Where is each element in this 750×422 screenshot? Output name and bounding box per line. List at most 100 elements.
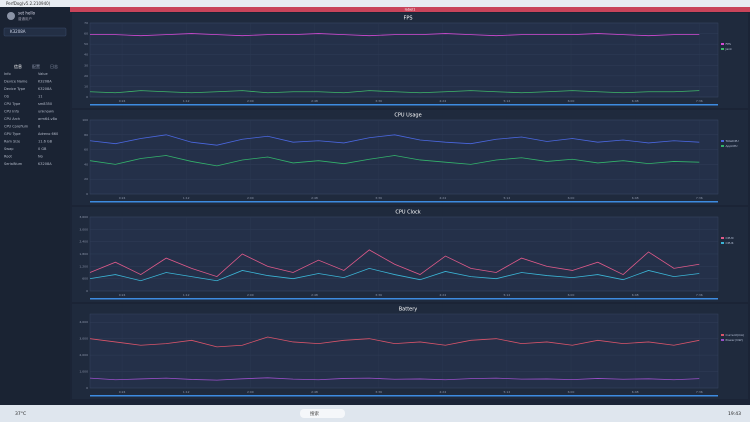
sidebar-tab[interactable]: 配置	[32, 63, 40, 69]
y-tick-label: 600	[82, 277, 88, 281]
x-tick-label: 7:36	[696, 99, 703, 103]
chart-title: CPU Clock	[395, 210, 420, 216]
info-value: unknown	[38, 110, 54, 114]
y-tick-label: 100	[82, 118, 88, 122]
x-tick-label: 1:12	[183, 196, 190, 200]
x-tick-label: 2:48	[311, 99, 318, 103]
info-key: CPU Info	[4, 110, 19, 114]
legend-swatch	[721, 43, 724, 45]
x-tick-label: 6:00	[568, 293, 575, 297]
y-tick-label: 2,400	[79, 240, 88, 244]
series-line	[89, 90, 700, 94]
x-tick-label: 4:24	[439, 390, 446, 394]
info-value: arm64-v8a	[38, 117, 57, 121]
y-tick-label: 60	[84, 148, 88, 152]
x-tick-label: 1:12	[183, 293, 190, 297]
y-tick-label: 40	[84, 53, 88, 57]
y-tick-label: 60	[84, 32, 88, 36]
sidebar-tab[interactable]: 信息	[14, 63, 22, 69]
info-value: 0 GB	[38, 147, 47, 151]
info-key: Swap	[4, 147, 14, 151]
info-key: CPU Arch	[4, 117, 20, 121]
x-tick-label: 0:24	[119, 390, 126, 394]
weather: 37°C	[15, 411, 26, 417]
y-tick-label: 0	[86, 386, 88, 390]
legend-label: AppCPU	[726, 144, 738, 148]
x-tick-label: 2:00	[247, 196, 254, 200]
info-value: 11	[38, 95, 42, 99]
legend-swatch	[721, 339, 724, 341]
x-tick-label: 3:36	[375, 196, 382, 200]
y-tick-label: 30	[84, 63, 88, 67]
x-tick-label: 0:24	[119, 196, 126, 200]
plot-area	[89, 313, 719, 389]
legend-swatch	[721, 334, 724, 336]
window-title: PerfDog(v5.2.210940)	[6, 1, 51, 6]
x-tick-label: 6:00	[568, 99, 575, 103]
info-key: GPU Type	[4, 132, 21, 136]
x-tick-label: 3:36	[375, 390, 382, 394]
x-tick-label: 6:00	[568, 196, 575, 200]
chart-title: FPS	[403, 16, 412, 22]
x-tick-label: 5:12	[504, 99, 511, 103]
info-value: No	[38, 155, 43, 159]
x-tick-label: 2:00	[247, 390, 254, 394]
info-key: Info	[4, 72, 11, 76]
sidebar	[0, 7, 70, 405]
info-value: K3208A	[38, 162, 52, 166]
scroll-bar	[90, 104, 718, 106]
device-select[interactable]	[3, 27, 67, 37]
legend-swatch	[721, 140, 724, 142]
info-value: sm8350	[38, 102, 52, 106]
tab-label[interactable]: label1	[405, 8, 416, 12]
series-line	[89, 155, 700, 167]
info-value: K3208A	[38, 80, 52, 84]
search-box[interactable]	[300, 409, 345, 418]
x-tick-label: 5:12	[504, 196, 511, 200]
legend-label: FPS	[726, 42, 732, 46]
x-tick-label: 2:00	[247, 293, 254, 297]
x-tick-label: 6:00	[568, 390, 575, 394]
legend-label: TotalCPU	[725, 139, 739, 143]
legend-label: CPU4	[726, 241, 734, 245]
tab-strip	[70, 7, 750, 12]
info-value: Value	[38, 72, 48, 76]
x-tick-label: 0:24	[119, 99, 126, 103]
info-key: CPU Type	[4, 102, 20, 106]
scroll-bar	[90, 395, 718, 397]
y-tick-label: 2,000	[79, 353, 88, 357]
x-tick-label: 1:12	[183, 390, 190, 394]
y-tick-label: 80	[84, 133, 88, 137]
info-key: Device Name	[4, 80, 27, 84]
info-key: Root	[4, 155, 13, 159]
scroll-bar	[90, 298, 718, 300]
x-tick-label: 7:36	[696, 196, 703, 200]
user-name: set hello	[18, 11, 36, 16]
x-tick-label: 1:12	[183, 99, 190, 103]
x-tick-label: 7:36	[696, 390, 703, 394]
y-tick-label: 70	[84, 21, 88, 25]
series-line	[89, 249, 700, 278]
x-tick-label: 5:12	[504, 390, 511, 394]
y-tick-label: 50	[84, 42, 88, 46]
legend-swatch	[721, 237, 724, 239]
clock: 19:43	[728, 411, 741, 417]
sidebar-tab[interactable]: 日志	[50, 63, 58, 69]
x-tick-label: 2:48	[311, 293, 318, 297]
x-tick-label: 6:48	[632, 196, 639, 200]
legend-label: Jank	[725, 47, 733, 51]
info-value: 11.6 GB	[38, 140, 53, 144]
y-tick-label: 20	[84, 177, 88, 181]
y-tick-label: 1,800	[79, 252, 88, 256]
chart-title: CPU Usage	[394, 113, 421, 119]
x-tick-label: 2:48	[311, 390, 318, 394]
y-tick-label: 3,000	[79, 227, 88, 231]
x-tick-label: 6:48	[632, 293, 639, 297]
x-tick-label: 4:24	[439, 293, 446, 297]
y-tick-label: 40	[84, 162, 88, 166]
info-key: OS	[4, 95, 10, 99]
x-tick-label: 4:24	[439, 196, 446, 200]
series-line	[89, 267, 700, 282]
